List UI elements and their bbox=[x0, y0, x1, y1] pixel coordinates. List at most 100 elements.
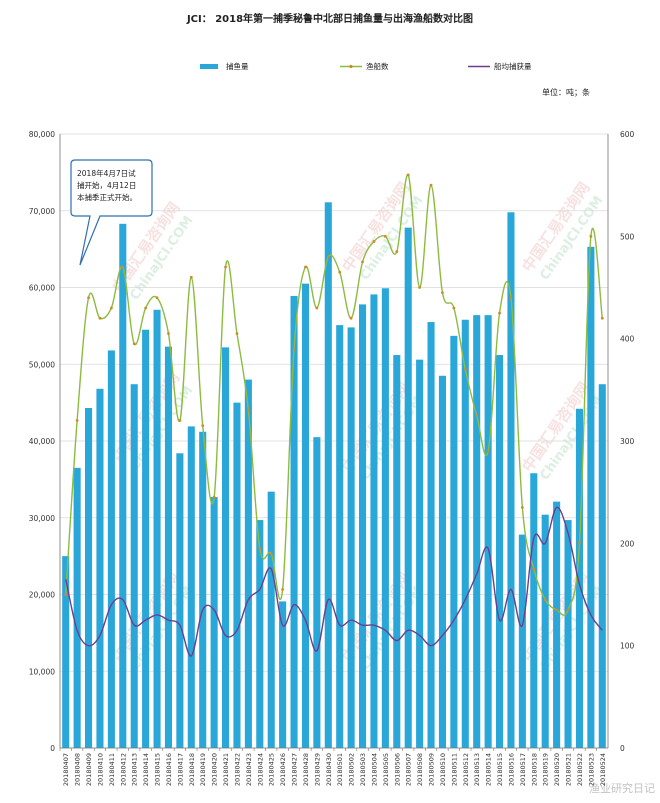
x-tick-label: 20180520 bbox=[553, 753, 561, 786]
boat-count-point bbox=[349, 316, 353, 320]
bar bbox=[279, 601, 287, 748]
x-tick-label: 20180502 bbox=[348, 753, 356, 786]
chart-title: JCI： 2018年第一捕季秘鲁中北部日捕鱼量与出海渔船数对比图 bbox=[186, 12, 473, 25]
bar bbox=[598, 384, 606, 748]
boat-count-point bbox=[486, 449, 490, 453]
boat-count-point bbox=[383, 234, 387, 238]
boat-count-point bbox=[167, 332, 170, 335]
boat-count-point bbox=[224, 265, 227, 269]
boat-count-point bbox=[498, 311, 501, 315]
avg-catch-line bbox=[65, 506, 603, 657]
callout-text: 2018年4月7日试 捕开始，4月12日 本捕季正式开始。 bbox=[77, 168, 167, 204]
bar bbox=[359, 304, 367, 748]
boat-count-point bbox=[543, 598, 547, 602]
boat-count-point bbox=[189, 275, 193, 279]
bar bbox=[290, 295, 298, 748]
x-tick-label: 20180506 bbox=[393, 753, 401, 786]
x-tick-label: 20180511 bbox=[450, 753, 458, 786]
bar bbox=[575, 408, 583, 748]
lines-layer bbox=[64, 173, 604, 657]
y-left-tick-label: 70,000 bbox=[29, 207, 55, 216]
bar bbox=[164, 346, 172, 748]
bar bbox=[336, 325, 344, 748]
y-left-tick-label: 50,000 bbox=[29, 360, 55, 369]
axes-layer: 0 10,000 20,000 30,000 40,000 50,000 60,000 70,… bbox=[29, 130, 635, 786]
bar bbox=[553, 501, 561, 748]
boat-count-point bbox=[144, 306, 148, 310]
bar bbox=[222, 347, 230, 748]
callout-line: 捕开始，4月12日 bbox=[77, 181, 137, 190]
boat-count-point bbox=[64, 593, 68, 596]
legend-label: 渔船数 bbox=[366, 61, 389, 71]
boat-count-point bbox=[269, 552, 273, 555]
boat-count-point bbox=[75, 419, 79, 422]
x-tick-label: 20180509 bbox=[428, 753, 436, 786]
boat-count-point bbox=[566, 608, 570, 612]
bar bbox=[381, 288, 389, 748]
x-tick-label: 20180414 bbox=[142, 753, 150, 786]
y-right-tick-label: 200 bbox=[620, 539, 635, 548]
boat-count-point bbox=[532, 567, 536, 571]
bar bbox=[427, 322, 435, 748]
boat-count-point bbox=[121, 265, 125, 269]
bar bbox=[347, 327, 355, 748]
boat-count-point bbox=[463, 367, 467, 371]
y-left-tick-label: 0 bbox=[50, 744, 55, 753]
x-tick-label: 20180522 bbox=[576, 753, 584, 786]
y-right-tick-label: 0 bbox=[620, 744, 625, 753]
boat-count-point bbox=[406, 173, 410, 177]
bar bbox=[153, 309, 161, 748]
bar bbox=[62, 556, 70, 748]
x-tick-label: 20180409 bbox=[85, 753, 93, 786]
boat-count-point bbox=[304, 265, 307, 269]
bar bbox=[393, 355, 401, 748]
boat-count-point bbox=[589, 234, 593, 238]
boat-count-point bbox=[372, 240, 376, 243]
x-tick-label: 20180426 bbox=[279, 753, 287, 786]
x-tick-label: 20180517 bbox=[519, 753, 527, 786]
x-tick-label: 20180514 bbox=[485, 753, 493, 786]
boat-count-point bbox=[600, 316, 604, 320]
boat-count-point bbox=[418, 286, 422, 289]
x-tick-label: 20180518 bbox=[530, 753, 538, 786]
bar bbox=[142, 329, 150, 748]
boat-count-point bbox=[429, 183, 433, 187]
legend-marker bbox=[349, 64, 353, 69]
x-tick-label: 20180523 bbox=[587, 753, 595, 786]
bar bbox=[107, 350, 115, 748]
bar bbox=[530, 473, 538, 748]
bar bbox=[199, 431, 207, 748]
x-tick-label: 20180428 bbox=[302, 753, 310, 786]
boat-count-point bbox=[475, 414, 479, 417]
boat-count-point bbox=[395, 250, 399, 254]
y-left-tick-label: 20,000 bbox=[29, 591, 55, 600]
boat-count-point bbox=[87, 296, 90, 300]
bar bbox=[210, 497, 218, 748]
bar bbox=[404, 227, 412, 748]
bar bbox=[130, 384, 138, 748]
x-tick-label: 20180515 bbox=[496, 753, 504, 786]
x-tick-label: 20180507 bbox=[405, 753, 413, 786]
bar bbox=[461, 319, 469, 748]
callout-bubble bbox=[70, 159, 153, 266]
x-tick-label: 20180521 bbox=[565, 753, 573, 786]
x-tick-label: 20180423 bbox=[245, 753, 253, 786]
boat-count-point bbox=[441, 291, 444, 295]
bar bbox=[416, 359, 424, 748]
bars-layer bbox=[62, 202, 606, 749]
bar bbox=[119, 223, 127, 749]
bar bbox=[85, 407, 93, 748]
boat-count-point bbox=[109, 306, 113, 310]
x-tick-label: 20180412 bbox=[119, 753, 127, 786]
bar bbox=[233, 402, 241, 748]
y-left-tick-label: 40,000 bbox=[29, 437, 55, 446]
bar bbox=[496, 355, 504, 748]
y-right-tick-label: 500 bbox=[620, 232, 635, 241]
x-tick-label: 20180427 bbox=[291, 753, 299, 786]
boat-count-point bbox=[201, 424, 205, 428]
bar bbox=[73, 467, 81, 748]
x-tick-label: 20180425 bbox=[268, 753, 276, 786]
x-tick-label: 20180516 bbox=[507, 753, 515, 786]
